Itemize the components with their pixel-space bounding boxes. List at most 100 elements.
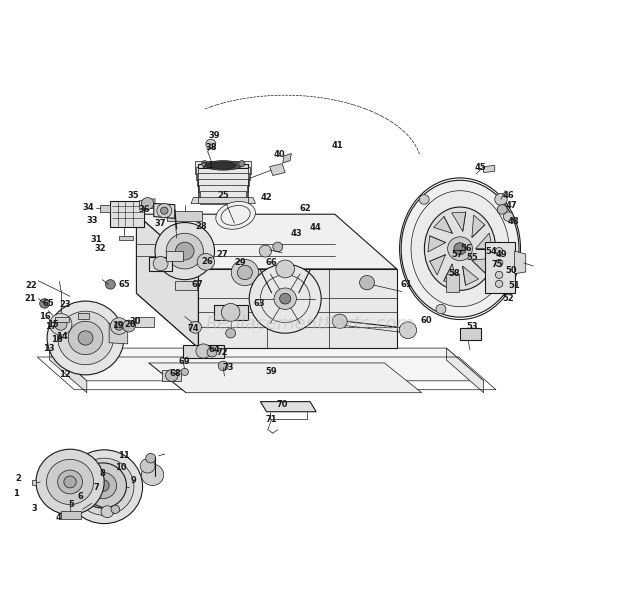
Polygon shape [198, 179, 248, 192]
Polygon shape [167, 211, 202, 221]
Circle shape [495, 193, 507, 205]
Text: 11: 11 [118, 450, 130, 460]
Text: 18: 18 [51, 334, 63, 344]
Text: 6: 6 [78, 492, 84, 502]
Circle shape [123, 320, 135, 332]
Polygon shape [110, 201, 144, 227]
Text: 35: 35 [128, 190, 139, 200]
Text: 31: 31 [91, 234, 102, 244]
Ellipse shape [205, 161, 242, 170]
Text: 21: 21 [24, 294, 35, 303]
Polygon shape [166, 251, 183, 261]
Circle shape [280, 293, 291, 304]
Polygon shape [444, 264, 457, 286]
Text: 67: 67 [192, 280, 203, 289]
Circle shape [153, 256, 168, 271]
Polygon shape [476, 233, 492, 249]
Text: 32: 32 [95, 244, 106, 253]
Circle shape [202, 161, 208, 167]
Polygon shape [452, 212, 466, 231]
Polygon shape [119, 236, 133, 240]
Circle shape [110, 318, 128, 334]
Circle shape [141, 198, 154, 209]
Text: 73: 73 [223, 363, 234, 372]
Polygon shape [183, 345, 224, 358]
Text: 4: 4 [56, 513, 62, 522]
Circle shape [175, 242, 194, 260]
Circle shape [360, 275, 374, 290]
Text: 47: 47 [506, 201, 517, 210]
Circle shape [111, 505, 120, 513]
Circle shape [495, 248, 503, 255]
Circle shape [157, 203, 172, 218]
Text: 57: 57 [452, 250, 463, 259]
Circle shape [166, 233, 203, 269]
Text: 30: 30 [130, 317, 141, 326]
Text: 68: 68 [169, 369, 180, 378]
Polygon shape [50, 348, 484, 381]
Circle shape [206, 139, 216, 149]
Polygon shape [200, 191, 246, 204]
Polygon shape [136, 214, 397, 269]
Text: 60: 60 [421, 315, 432, 325]
Polygon shape [428, 236, 446, 252]
Circle shape [237, 265, 252, 280]
Ellipse shape [216, 202, 255, 229]
Text: 28: 28 [196, 221, 207, 231]
Circle shape [226, 328, 236, 338]
Circle shape [97, 480, 109, 491]
Circle shape [197, 253, 215, 270]
Polygon shape [446, 348, 484, 393]
Text: 8: 8 [99, 468, 105, 478]
Polygon shape [195, 161, 251, 174]
Circle shape [273, 242, 283, 252]
Text: 26: 26 [202, 257, 213, 267]
Ellipse shape [210, 162, 236, 169]
Circle shape [101, 506, 113, 518]
Text: 43: 43 [291, 228, 302, 238]
Polygon shape [214, 305, 248, 320]
Circle shape [497, 205, 507, 214]
Text: 10: 10 [115, 462, 126, 472]
Text: 50: 50 [506, 266, 517, 275]
Polygon shape [196, 167, 250, 180]
Text: 27: 27 [216, 250, 228, 259]
Polygon shape [32, 480, 36, 485]
Text: 52: 52 [503, 294, 514, 303]
Circle shape [181, 368, 188, 375]
Circle shape [58, 311, 113, 365]
Polygon shape [198, 164, 248, 168]
Polygon shape [135, 317, 154, 327]
Polygon shape [433, 217, 453, 233]
Polygon shape [198, 269, 397, 348]
Circle shape [155, 223, 215, 280]
Text: 56: 56 [461, 244, 472, 253]
Circle shape [231, 259, 259, 286]
Text: 61: 61 [401, 280, 412, 289]
Polygon shape [472, 215, 485, 237]
Circle shape [503, 212, 513, 221]
Polygon shape [149, 257, 172, 271]
Circle shape [161, 207, 168, 214]
Text: 20: 20 [125, 320, 136, 329]
Text: 40: 40 [273, 150, 285, 159]
Text: ReplacementParts.com: ReplacementParts.com [206, 315, 414, 333]
Circle shape [189, 321, 202, 333]
Text: 38: 38 [205, 143, 216, 152]
Circle shape [64, 476, 76, 488]
Polygon shape [463, 267, 479, 285]
Polygon shape [109, 323, 128, 344]
Circle shape [166, 369, 178, 381]
Circle shape [239, 161, 245, 167]
Circle shape [50, 314, 72, 335]
Text: 3: 3 [31, 504, 37, 513]
Text: 24: 24 [202, 162, 213, 171]
Text: 64: 64 [208, 345, 219, 355]
Circle shape [105, 280, 115, 289]
Text: 55: 55 [467, 252, 478, 262]
Text: 34: 34 [82, 202, 94, 212]
Polygon shape [154, 203, 175, 218]
Circle shape [276, 260, 294, 278]
Circle shape [79, 463, 126, 508]
Text: 58: 58 [448, 269, 459, 278]
